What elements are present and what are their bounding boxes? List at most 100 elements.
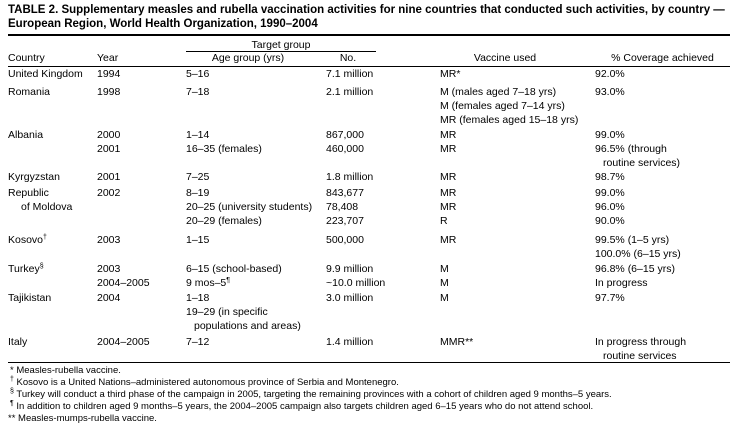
cell-age: 1–14: [186, 129, 210, 141]
cell-vaccine: M: [440, 277, 449, 289]
header-rule: [8, 66, 730, 67]
superscript: †: [43, 234, 47, 241]
cell-coverage: 98.7%: [595, 171, 625, 183]
cell-age: 20–25 (university students): [186, 201, 313, 213]
cell-age: 20–29 (females): [186, 215, 262, 227]
cell-country: Romania: [8, 86, 51, 98]
cell-number: 223,707: [326, 215, 364, 227]
cell-age: 7–18: [186, 86, 210, 98]
cell-year: 2001: [97, 143, 121, 155]
cell-number: 7.1 million: [326, 68, 374, 80]
column-header: No.: [339, 52, 357, 64]
cell-year: 2003: [97, 234, 121, 246]
cell-year: 2002: [97, 187, 121, 199]
cell-age: 5–16: [186, 68, 210, 80]
cell-coverage: 99.5% (1–5 yrs): [595, 234, 670, 246]
cell-number: 9.9 million: [326, 263, 374, 275]
cell-age: 7–12: [186, 336, 210, 348]
cell-vaccine: MMR**: [440, 336, 474, 348]
cell-vaccine: M (males aged 7–18 yrs): [440, 86, 557, 98]
cell-coverage: 99.0%: [595, 129, 625, 141]
column-header: Country: [8, 52, 45, 64]
table-title: TABLE 2. Supplementary measles and rubel…: [8, 4, 725, 30]
cell-coverage: 93.0%: [595, 86, 625, 98]
cell-age: 8–19: [186, 187, 210, 199]
cell-country: Republic: [8, 187, 49, 199]
footnote: † Kosovo is a United Nations–administere…: [10, 376, 399, 389]
cell-coverage: 96.8% (6–15 yrs): [595, 263, 675, 275]
cell-number: 1.8 million: [326, 171, 374, 183]
cell-year: 2004–2005: [97, 336, 150, 348]
footnote: * Measles-rubella vaccine.: [10, 365, 121, 377]
footnote: § Turkey will conduct a third phase of t…: [10, 388, 612, 401]
cell-vaccine: MR*: [440, 68, 461, 80]
cell-age: populations and areas): [194, 320, 301, 332]
cell-number: 2.1 million: [326, 86, 374, 98]
cell-vaccine: MR: [440, 171, 457, 183]
cell-number: 3.0 million: [326, 292, 374, 304]
cell-country: of Moldova: [21, 201, 73, 213]
cell-vaccine: MR: [440, 187, 457, 199]
superscript: ¶: [226, 277, 231, 284]
cell-coverage: 90.0%: [595, 215, 625, 227]
footnote: ** Measles-mumps-rubella vaccine.: [8, 413, 157, 425]
cell-vaccine: M: [440, 292, 449, 304]
cell-country: Turkey§: [8, 263, 44, 276]
cell-number: 843,677: [326, 187, 364, 199]
title-rule: [8, 34, 730, 36]
cell-year: 1998: [97, 86, 121, 98]
footnote-mark: ¶: [10, 400, 14, 407]
cell-number: 500,000: [326, 234, 364, 246]
footnote-mark: **: [8, 413, 16, 424]
cell-year: 2001: [97, 171, 121, 183]
superscript: §: [39, 263, 44, 270]
cell-number: 1.4 million: [326, 336, 374, 348]
cell-year: 1994: [97, 68, 121, 80]
cell-coverage: In progress through: [595, 336, 687, 348]
cell-age-text: 9 mos–5: [186, 277, 227, 289]
cell-country: United Kingdom: [8, 68, 83, 80]
cell-number: 867,000: [326, 129, 364, 141]
cell-vaccine: MR: [440, 143, 457, 155]
cell-coverage: 92.0%: [595, 68, 625, 80]
cell-coverage: routine services: [603, 350, 677, 362]
group-header: Target group: [251, 39, 311, 51]
cell-country: Albania: [8, 129, 44, 141]
cell-vaccine: R: [440, 215, 448, 227]
cell-age: 1–18: [186, 292, 210, 304]
column-header: Age group (yrs): [211, 52, 285, 64]
cell-country: Italy: [8, 336, 28, 348]
cell-year: 2004: [97, 292, 121, 304]
cell-number: 78,408: [326, 201, 359, 213]
footnote-mark: *: [10, 365, 14, 376]
cell-coverage: routine services): [603, 157, 681, 169]
cell-country-text: Turkey: [8, 263, 40, 275]
cell-coverage: 96.0%: [595, 201, 625, 213]
column-header: Vaccine used: [473, 52, 537, 64]
cell-age: 19–29 (in specific: [186, 306, 268, 318]
group-rule: [186, 51, 376, 52]
footnote-mark: §: [10, 388, 14, 395]
cell-vaccine: M (females aged 7–14 yrs): [440, 100, 565, 112]
cell-country: Kyrgyzstan: [8, 171, 60, 183]
cell-vaccine: MR: [440, 201, 457, 213]
cell-coverage: 100.0% (6–15 yrs): [595, 248, 681, 260]
column-header: Year: [97, 52, 119, 64]
column-header: % Coverage achieved: [611, 52, 714, 64]
cell-country-text: Kosovo: [8, 234, 44, 246]
cell-vaccine: MR (females aged 15–18 yrs): [440, 114, 579, 126]
cell-number: 460,000: [326, 143, 364, 155]
footnote-text: Measles-mumps-rubella vaccine.: [15, 413, 157, 424]
footnote-text: Kosovo is a United Nations–administered …: [13, 377, 399, 388]
footnote-text: Turkey will conduct a third phase of the…: [13, 389, 612, 400]
cell-country: Kosovo†: [8, 234, 47, 247]
cell-year: 2004–2005: [97, 277, 150, 289]
cell-coverage: 99.0%: [595, 187, 625, 199]
cell-vaccine: MR: [440, 234, 457, 246]
cell-coverage: 96.5% (through: [595, 143, 667, 155]
cell-age: 9 mos–5¶: [186, 277, 230, 290]
cell-coverage: In progress: [595, 277, 648, 289]
cell-country: Tajikistan: [8, 292, 52, 304]
cell-age: 6–15 (school-based): [186, 263, 282, 275]
